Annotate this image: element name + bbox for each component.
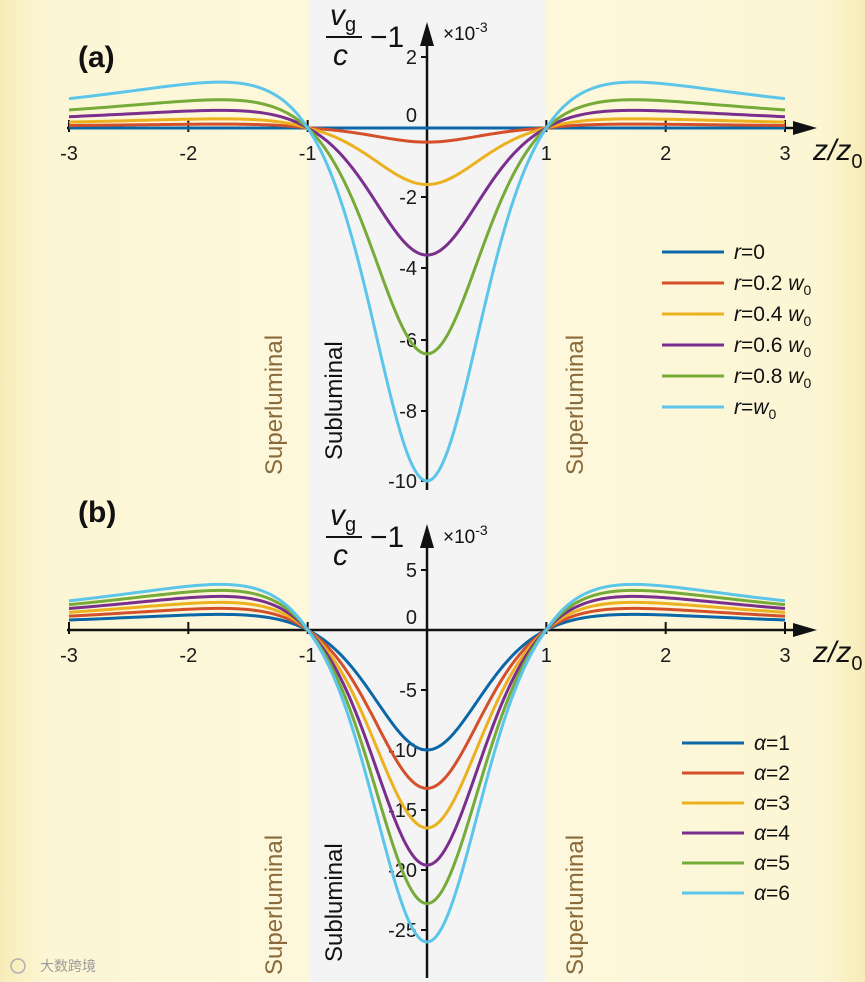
series-line: [68, 588, 786, 906]
y-tick-label: -6: [399, 330, 417, 352]
legend-entry: α=2: [754, 762, 790, 785]
x-tick-label: 2: [660, 645, 671, 667]
superluminal-region-right: [546, 0, 865, 982]
watermark: 大数跨境: [10, 958, 96, 974]
x-tick-label: -3: [60, 143, 78, 165]
series-line: [68, 612, 786, 752]
x-tick-label: 3: [779, 143, 790, 165]
y-tick-label: 5: [406, 560, 417, 582]
superluminal-label-a-left: Superluminal: [261, 335, 288, 475]
series-line: [68, 117, 786, 186]
y-tick-label: -2: [399, 187, 417, 209]
subluminal-label-b: Subluminal: [321, 843, 348, 962]
superluminal-region-left: [0, 0, 310, 982]
series-line: [68, 606, 786, 790]
series-line: [68, 98, 786, 356]
y-tick-label: -4: [399, 258, 417, 280]
x-tick-label: -3: [60, 645, 78, 667]
x-tick-label: 3: [779, 645, 790, 667]
x-tick-label: 2: [660, 143, 671, 165]
y-tick-label: 2: [406, 47, 417, 69]
series-line: [68, 594, 786, 867]
legend-entry: r=0.6 w0: [734, 334, 811, 360]
legend-entry: α=6: [754, 882, 790, 905]
y-axis-multiplier: ×10-3: [443, 522, 488, 548]
legend-entry: α=3: [754, 792, 790, 815]
panel-label: (a): [78, 41, 115, 74]
x-tick-label: 1: [541, 143, 552, 165]
legend-entry: α=5: [754, 852, 790, 875]
y-axis-title-denominator: c: [333, 39, 348, 72]
series-line: [68, 80, 786, 483]
legend-entry: α=4: [754, 822, 790, 845]
watermark-text: 大数跨境: [40, 958, 96, 974]
y-axis-title-suffix: −1: [370, 521, 404, 554]
y-axis-title-numerator: vg: [330, 499, 356, 536]
y-tick-label: 0: [406, 607, 417, 629]
x-axis-arrow: [793, 623, 817, 637]
y-tick-label: -5: [399, 680, 417, 702]
x-tick-label: -2: [179, 143, 197, 165]
x-tick-label: -2: [179, 645, 197, 667]
y-axis-arrow: [420, 22, 434, 46]
legend-entry: α=1: [754, 732, 790, 755]
superluminal-label-a-right: Superluminal: [562, 335, 589, 475]
x-axis-title: z/z0: [812, 636, 862, 675]
y-axis-title-denominator: c: [333, 539, 348, 572]
series-line: [68, 600, 786, 830]
x-tick-label: -1: [299, 645, 317, 667]
panel-b: -3 -2 -1 1 2 350-5-10-15-20-25α=1α=2α=3α=4α=5…: [60, 496, 862, 978]
x-tick-label: -1: [299, 143, 317, 165]
y-tick-label: -8: [399, 401, 417, 423]
legend-entry: r=0.2 w0: [734, 272, 811, 298]
series-line: [68, 582, 786, 944]
x-axis-arrow: [793, 121, 817, 135]
x-tick-label: 1: [541, 645, 552, 667]
series-line: [68, 108, 786, 257]
y-tick-label: 0: [406, 105, 417, 127]
legend-entry: r=0.4 w0: [734, 303, 811, 329]
y-axis-title-suffix: −1: [370, 21, 404, 54]
subluminal-label-a: Subluminal: [321, 341, 348, 460]
panel-label: (b): [78, 496, 116, 529]
legend-entry: r=0.8 w0: [734, 365, 811, 391]
y-axis-arrow: [420, 524, 434, 548]
watermark-icon: [10, 958, 26, 974]
y-tick-label: -10: [388, 471, 417, 493]
series-line: [68, 122, 786, 144]
legend-entry: r=w0: [734, 396, 776, 422]
x-axis-title: z/z0: [812, 134, 862, 173]
y-axis-title-numerator: vg: [330, 0, 356, 36]
panel-a: -3 -2 -1 1 2 3 2 0 -2 -4 -6 -8 -10 r=0 r=0.2 w0 r=0.4 w…: [60, 0, 862, 493]
superluminal-label-b-left: Superluminal: [261, 835, 288, 975]
superluminal-label-b-right: Superluminal: [562, 835, 589, 975]
y-axis-multiplier: ×10-3: [443, 19, 488, 45]
legend-entry: r=0: [734, 241, 765, 264]
